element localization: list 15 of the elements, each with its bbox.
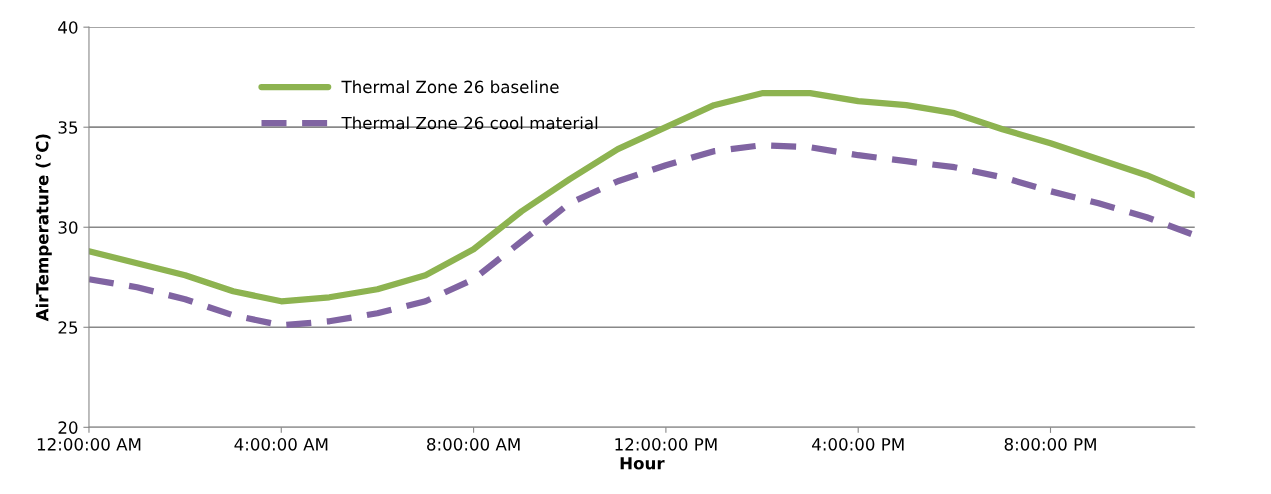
y-axis-title: AirTemperature (°C) (35, 134, 52, 322)
y-tick-label: 30 (58, 221, 78, 234)
legend-label: Thermal Zone 26 baseline (341, 80, 559, 94)
y-tick-label: 35 (58, 121, 78, 134)
x-axis-title: Hour (620, 457, 665, 470)
x-tick-label: 8:00:00 AM (427, 438, 520, 451)
legend-label: Thermal Zone 26 cool material (341, 116, 598, 130)
y-tick-label: 20 (58, 421, 78, 434)
y-tick-label: 25 (58, 321, 78, 334)
x-tick-label: 8:00:00 PM (1004, 438, 1096, 451)
x-tick-label: 4:00:00 PM (812, 438, 904, 451)
x-tick-label: 12:00:00 AM (37, 438, 141, 451)
x-tick-label: 4:00:00 AM (234, 438, 328, 451)
x-tick-label: 12:00:00 PM (615, 438, 717, 451)
y-tick-label: 40 (58, 21, 78, 34)
